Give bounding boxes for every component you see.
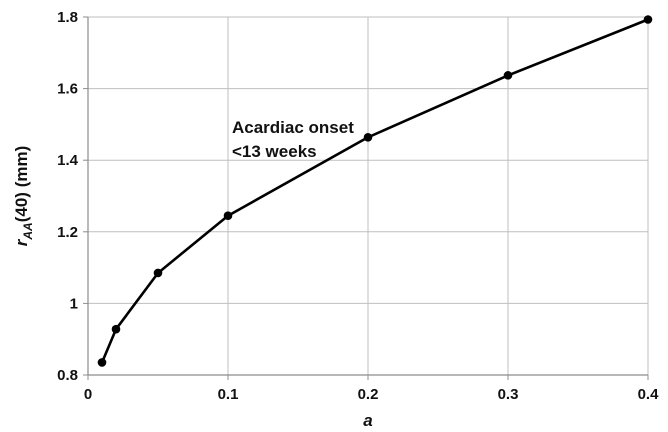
x-axis-title: a <box>363 411 372 430</box>
grid <box>88 16 649 375</box>
data-point <box>643 15 653 24</box>
y-tick-label: 1.2 <box>57 224 78 241</box>
data-point <box>153 268 163 278</box>
annotation-line-1: Acardiac onset <box>232 118 354 137</box>
y-axis-title-sub: AA <box>21 222 35 240</box>
y-axis-title-rest: (40) (mm) <box>12 146 31 223</box>
x-tick-label: 0.3 <box>498 386 519 403</box>
x-tick-label: 0.2 <box>358 386 379 403</box>
x-tick-label: 0 <box>84 386 92 403</box>
y-axis-title: rAA(40) (mm) <box>12 146 35 246</box>
series-line <box>100 18 649 364</box>
axes <box>83 16 649 380</box>
y-tick-label: 1.6 <box>57 81 78 98</box>
data-point <box>503 71 513 80</box>
annotation-line-2: <13 weeks <box>232 142 317 161</box>
series-group <box>97 15 653 367</box>
y-tick-label: 1 <box>70 295 78 312</box>
x-tick-label: 0.4 <box>638 386 660 403</box>
tick-labels: 0 0.1 0.2 0.3 0.4 0.8 1 1.2 1.4 1.6 1.8 <box>57 9 659 403</box>
data-point <box>363 132 373 142</box>
y-tick-label: 1.8 <box>57 9 78 26</box>
x-tick-label: 0.1 <box>218 386 239 403</box>
annotation: Acardiac onset <13 weeks <box>232 118 354 161</box>
y-tick-label: 0.8 <box>57 367 78 384</box>
data-point <box>111 324 121 334</box>
y-axis-title-var: r <box>12 238 31 246</box>
data-point <box>223 211 233 220</box>
y-tick-label: 1.4 <box>57 152 79 169</box>
data-point <box>97 358 107 367</box>
